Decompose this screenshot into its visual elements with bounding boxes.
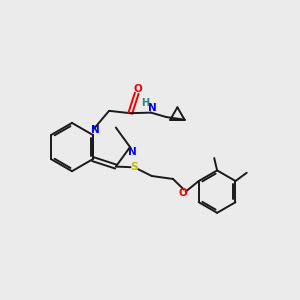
Text: N: N [148,103,157,112]
Text: N: N [91,125,99,135]
Text: O: O [134,84,142,94]
Text: H: H [141,98,149,109]
Text: S: S [130,162,138,172]
Text: N: N [128,147,136,158]
Text: O: O [179,188,188,198]
